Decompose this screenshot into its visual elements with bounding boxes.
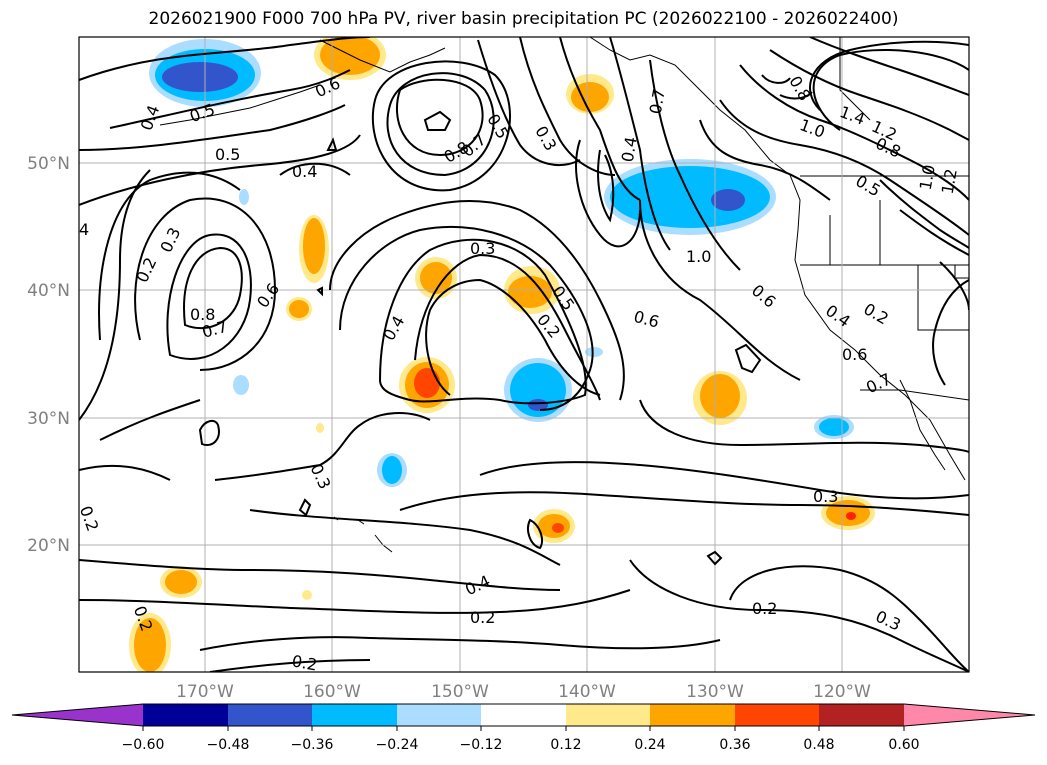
pos-anomaly-gulf [320,37,380,75]
colorbar-bin [566,704,650,726]
pos-anomaly [571,82,609,112]
pos-anomaly [700,374,740,418]
colorbar-tick-label: 0.12 [550,737,581,753]
lon-label-120w: 120°W [813,682,871,702]
colorbar-bin [397,704,481,726]
contour-label: 1.2 [938,167,961,195]
contour-label: 0.4 [292,162,317,181]
pos-anomaly-core [846,512,856,520]
pos-anomaly [508,276,552,308]
lat-label-20n: 20°N [27,536,70,556]
colorbar-tick-label: 0.48 [803,737,834,753]
map-plot-area: 0.4 0.5 0.5 0.6 0.4 0.8 0.7 0.5 0.3 0.7 … [76,37,969,674]
colorbar-tick-label: −0.36 [291,737,334,753]
pos-anomaly [302,590,312,600]
colorbar-bin [481,704,566,726]
pos-anomaly-strong-core [414,368,440,398]
contour-label: 0.8 [190,305,215,324]
neg-anomaly-small [585,347,603,357]
latitude-labels: 50°N 40°N 30°N 20°N [27,154,70,556]
neg-anomaly-pacific-nw-core [711,189,745,211]
map-frame [78,36,970,673]
contour-label: 0.7 [646,87,669,115]
colorbar-tick-label: −0.24 [376,737,419,753]
lon-label-160w: 160°W [303,682,361,702]
neg-anomaly-small [239,189,249,205]
pos-anomaly [420,262,452,294]
neg-anomaly-small [382,456,402,484]
colorbar: −0.60 −0.48 −0.36 −0.24 −0.12 0.12 0.24 … [11,703,1036,753]
colorbar-tick-label: −0.12 [460,737,503,753]
contour-label: 0.3 [470,239,495,258]
contour-label: 0.2 [470,608,495,627]
lon-label-140w: 140°W [558,682,616,702]
contour-label: 1.0 [686,247,711,266]
colorbar-bin [228,704,312,726]
map-title: 2026021900 F000 700 hPa PV, river basin … [148,9,899,29]
contour-label: 1.0 [916,163,939,191]
lon-label-150w: 150°W [431,682,489,702]
pos-anomaly [134,618,166,672]
colorbar-bin [735,704,819,726]
pos-anomaly [316,423,324,433]
colorbar-under-arrow [12,704,143,726]
lat-label-30n: 30°N [27,409,70,429]
neg-anomaly-small [819,418,849,436]
colorbar-over-arrow [904,704,1035,726]
neg-anomaly-aleutian-core [162,62,238,92]
contour-label: 0.4 [618,135,641,163]
neg-anomaly-small [233,375,249,395]
pos-anomaly [303,218,325,274]
colorbar-tick-label: −0.60 [122,737,165,753]
graticule [79,37,969,672]
colorbar-bin [143,704,228,726]
colorbar-tick-label: 0.36 [719,737,750,753]
colorbar-bin [650,704,735,726]
neg-anomaly-central-core [528,399,548,411]
pos-anomaly [289,300,309,318]
pv-contours [79,37,969,672]
lat-label-40n: 40°N [27,281,70,301]
contour-label: 0.6 [842,345,867,364]
contour-label: 0.3 [813,487,838,506]
lat-label-50n: 50°N [27,154,70,174]
contour-label: 0.2 [76,503,103,533]
colorbar-tick-label: 0.24 [634,737,665,753]
colorbar-bin [819,704,904,726]
longitude-labels: 170°W 160°W 150°W 140°W 130°W 120°W [176,682,871,702]
contour-label: 0.2 [290,651,318,674]
pos-anomaly [165,570,197,594]
contour-label: 4 [79,220,89,239]
lon-label-170w: 170°W [176,682,234,702]
pos-anomaly-core [552,523,564,533]
lon-label-130w: 130°W [686,682,744,702]
contour-label: 0.5 [215,145,240,164]
colorbar-tick-label: −0.48 [207,737,250,753]
contour-label: 0.2 [752,599,777,618]
colorbar-bin [312,704,397,726]
colorbar-tick-label: 0.60 [888,737,919,753]
